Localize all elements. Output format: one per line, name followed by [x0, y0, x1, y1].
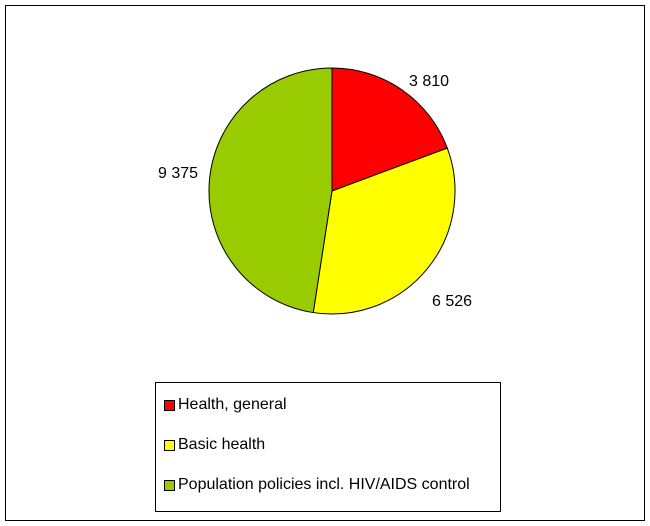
pie-slice-population-policies: [208, 67, 333, 314]
legend: Health, general Basic health Population …: [155, 382, 501, 512]
legend-item-basic-health: Basic health: [164, 435, 265, 455]
legend-swatch-health-general: [164, 399, 175, 411]
legend-item-health-general: Health, general: [164, 395, 287, 415]
legend-swatch-population-policies: [164, 479, 175, 491]
data-label-population-policies: 9 375: [158, 165, 198, 182]
pie-slice-health-general: [331, 67, 448, 192]
legend-swatch-basic-health: [164, 439, 175, 451]
pie-slice-basic-health: [312, 147, 456, 315]
legend-item-population-policies: Population policies incl. HIV/AIDS contr…: [164, 475, 470, 495]
legend-label-health-general: Health, general: [178, 396, 287, 413]
data-label-basic-health: 6 526: [432, 293, 472, 310]
legend-label-basic-health: Basic health: [178, 436, 266, 453]
legend-label-population-policies: Population policies incl. HIV/AIDS contr…: [178, 476, 470, 493]
chart-area: 3 810 6 526 9 375 Health, general Basic he…: [5, 5, 645, 521]
pie-chart: 3 810 6 526 9 375: [158, 67, 472, 315]
data-label-health-general: 3 810: [409, 73, 449, 90]
